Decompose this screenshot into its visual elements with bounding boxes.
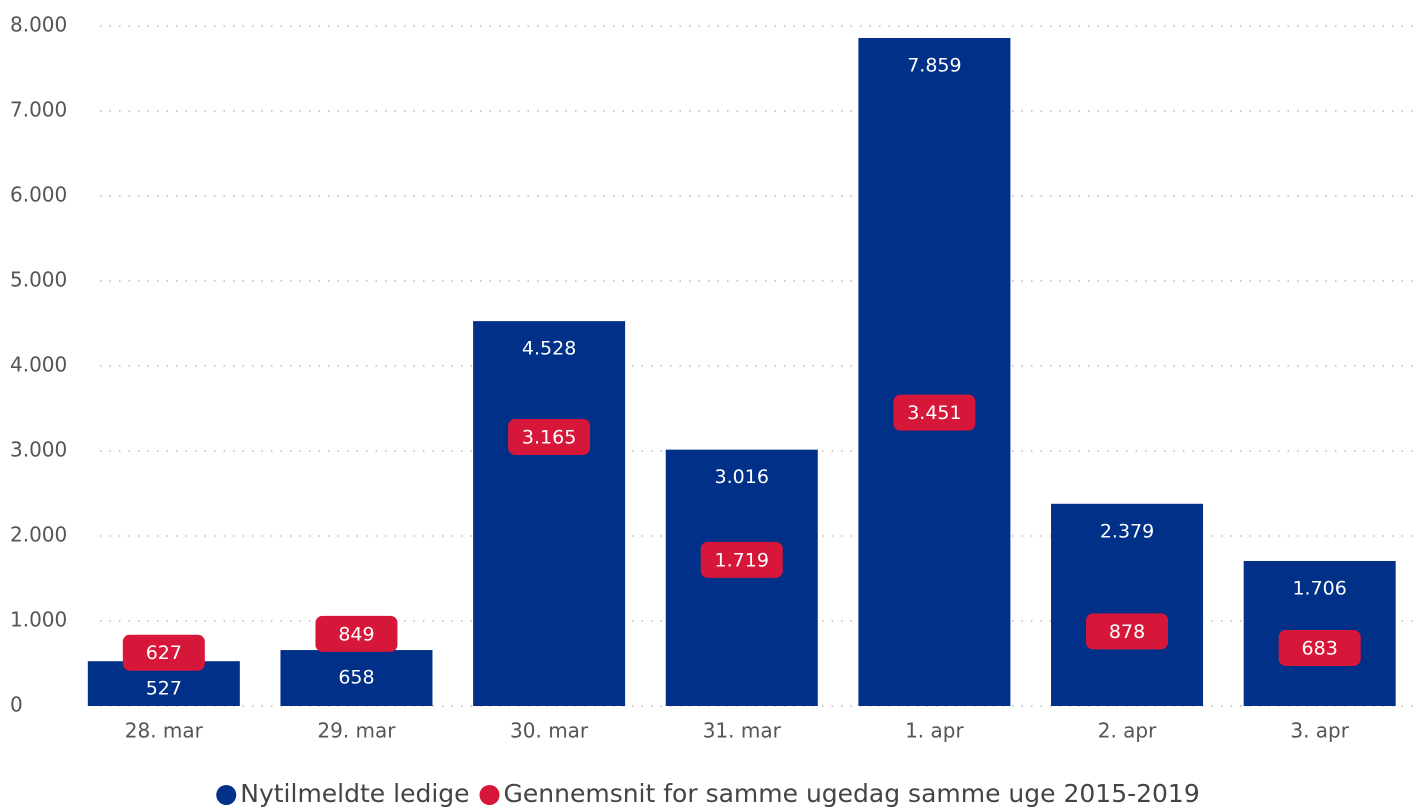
label-badge	[122, 634, 205, 671]
label-badge	[1086, 613, 1169, 650]
bar	[858, 37, 1011, 707]
label-badge	[315, 615, 398, 652]
data-label: 849	[338, 623, 374, 645]
data-label: 627	[146, 642, 182, 664]
y-tick-label: 7.000	[10, 98, 67, 122]
data-label: 3.016	[715, 466, 769, 488]
data-label: 4.528	[522, 338, 576, 360]
data-label: 3.165	[522, 426, 576, 448]
data-label: 3.451	[907, 402, 961, 424]
label-badge	[1278, 629, 1361, 666]
legend-marker	[216, 785, 237, 805]
x-tick-label: 31. mar	[703, 719, 782, 743]
legend-marker	[479, 785, 500, 805]
x-tick-label: 30. mar	[510, 719, 589, 743]
bar	[280, 650, 433, 706]
x-tick-label: 28. mar	[125, 719, 204, 743]
legend-label: Nytilmeldte ledige	[240, 779, 469, 808]
y-tick-label: 2.000	[10, 523, 67, 547]
y-tick-label: 4.000	[10, 353, 67, 377]
data-label: 1.706	[1292, 577, 1346, 599]
data-label: 7.859	[907, 54, 961, 76]
data-label: 658	[338, 667, 374, 689]
y-tick-label: 5.000	[10, 268, 67, 292]
y-tick-label: 1.000	[10, 608, 67, 632]
x-tick-label: 3. apr	[1290, 719, 1349, 743]
x-tick-label: 29. mar	[317, 719, 396, 743]
label-badge	[893, 394, 976, 431]
bar	[1051, 503, 1204, 706]
label-badge	[700, 541, 783, 578]
legend-label: Gennemsnit for samme ugedag samme uge 20…	[504, 779, 1200, 808]
data-label: 2.379	[1100, 520, 1154, 542]
data-label: 1.719	[715, 549, 769, 571]
y-tick-label: 3.000	[10, 438, 67, 462]
y-tick-label: 8.000	[10, 13, 67, 37]
y-tick-label: 0	[10, 693, 23, 717]
data-label: 683	[1302, 637, 1338, 659]
bar	[473, 321, 626, 706]
data-label: 527	[146, 678, 182, 700]
label-badge	[508, 418, 591, 455]
x-tick-label: 1. apr	[905, 719, 964, 743]
data-label: 878	[1109, 621, 1145, 643]
x-tick-label: 2. apr	[1098, 719, 1157, 743]
y-tick-label: 6.000	[10, 183, 67, 207]
